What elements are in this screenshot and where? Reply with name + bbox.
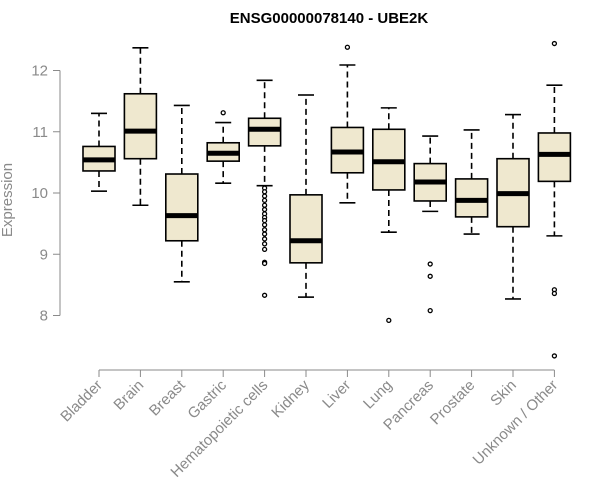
box-iqr xyxy=(123,92,158,160)
outlier-point xyxy=(261,292,268,298)
outlier-point xyxy=(427,261,433,267)
x-tick-label: Liver xyxy=(319,377,354,412)
outlier-point xyxy=(261,206,268,213)
outlier-point xyxy=(261,231,268,237)
box-group xyxy=(289,94,323,298)
outlier-point xyxy=(386,317,392,324)
outlier-point xyxy=(261,217,268,224)
x-tick-label: Kidney xyxy=(268,376,313,421)
y-axis: 8 9 10 11 12 xyxy=(31,63,61,325)
outlier-point xyxy=(427,307,433,314)
plot-area xyxy=(82,40,572,359)
outlier-point xyxy=(261,246,268,253)
y-axis-label: Expression xyxy=(0,163,16,237)
chart-title: ENSG00000078140 - UBE2K xyxy=(230,10,429,27)
outlier-point xyxy=(261,197,268,204)
outlier-point xyxy=(551,353,558,359)
x-tick-label: Breast xyxy=(146,376,189,419)
y-tick-label: 9 xyxy=(40,246,48,263)
box-group xyxy=(537,40,572,359)
y-tick-label: 10 xyxy=(31,185,48,202)
box-group xyxy=(206,110,240,184)
box-iqr xyxy=(537,132,572,183)
y-tick-label: 8 xyxy=(40,308,48,325)
outlier-point xyxy=(261,202,268,208)
y-tick-label: 11 xyxy=(32,124,48,141)
box-group xyxy=(82,112,116,192)
outlier-point xyxy=(261,236,268,242)
outlier-point xyxy=(261,193,268,199)
box-group xyxy=(123,47,158,207)
outlier-point xyxy=(551,40,558,47)
outlier-point xyxy=(261,189,268,195)
box-group xyxy=(247,79,282,298)
x-tick-label: Brain xyxy=(110,377,147,414)
box-group xyxy=(165,104,199,283)
outlier-point xyxy=(344,44,351,50)
outlier-point xyxy=(261,260,268,267)
box-group xyxy=(371,107,406,324)
x-tick-label: Lung xyxy=(360,377,396,413)
x-tick-label: Skin xyxy=(487,377,520,410)
box-group xyxy=(413,135,448,314)
box-iqr xyxy=(289,194,323,264)
box-group xyxy=(454,129,489,235)
x-tick-label: Prostate xyxy=(427,377,479,429)
box-iqr xyxy=(165,173,199,242)
outlier-point xyxy=(261,241,268,247)
box-group xyxy=(330,44,365,204)
y-tick-label: 12 xyxy=(31,63,48,80)
x-tick-label: Bladder xyxy=(57,377,106,426)
box-group xyxy=(496,113,530,300)
outlier-point xyxy=(551,290,558,297)
outlier-point xyxy=(261,227,268,233)
outlier-point xyxy=(220,110,226,116)
box-iqr xyxy=(247,117,282,147)
outlier-point xyxy=(261,222,268,228)
outlier-point xyxy=(427,273,433,279)
